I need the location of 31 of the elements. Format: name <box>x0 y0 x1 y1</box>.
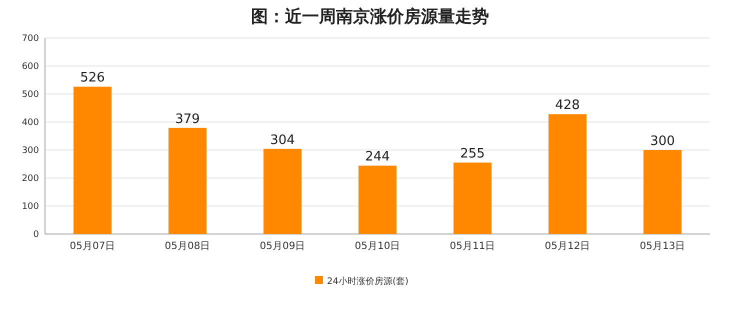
bar <box>454 162 492 234</box>
data-label: 300 <box>650 134 675 149</box>
y-tick-label: 500 <box>22 90 40 100</box>
bar <box>358 166 396 234</box>
data-label: 379 <box>175 112 200 127</box>
bar <box>168 128 206 234</box>
x-tick-label: 05月13日 <box>640 241 686 252</box>
x-tick-label: 05月11日 <box>450 241 496 252</box>
legend-label: 24小时涨价房源(套) <box>327 276 408 287</box>
y-tick-label: 200 <box>22 174 40 184</box>
data-label: 255 <box>460 146 485 162</box>
x-tick-label: 05月10日 <box>354 241 400 252</box>
y-tick-label: 100 <box>22 202 40 212</box>
y-tick-label: 300 <box>22 146 40 156</box>
bar <box>548 114 586 234</box>
bar <box>264 148 302 234</box>
x-tick-label: 05月12日 <box>544 241 590 252</box>
y-tick-label: 700 <box>22 34 40 44</box>
y-tick-label: 400 <box>22 118 40 128</box>
data-label: 428 <box>555 98 580 114</box>
data-label: 526 <box>80 70 105 86</box>
bar <box>74 86 112 234</box>
bar <box>644 150 682 234</box>
y-tick-label: 0 <box>33 230 40 240</box>
data-label: 304 <box>270 132 295 148</box>
x-tick-label: 05月09日 <box>260 241 306 252</box>
data-label: 244 <box>365 150 390 165</box>
y-tick-label: 600 <box>22 62 40 72</box>
chart-title: 图：近一周南京涨价房源量走势 <box>251 7 489 27</box>
x-tick-label: 05月07日 <box>70 241 116 252</box>
x-tick-label: 05月08日 <box>164 241 210 252</box>
